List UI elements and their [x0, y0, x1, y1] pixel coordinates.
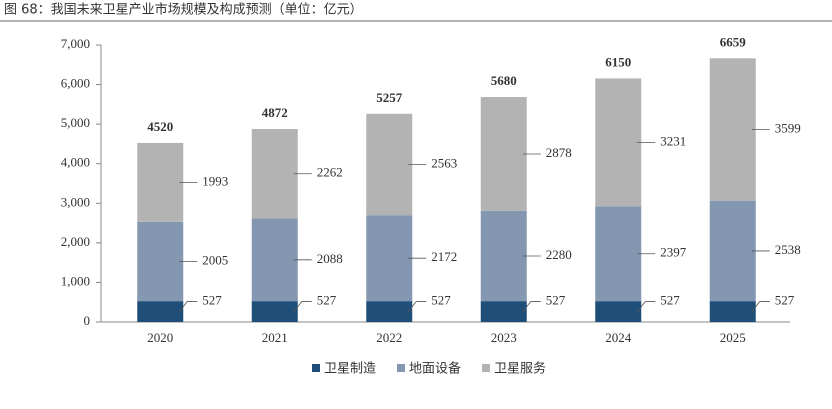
legend-swatch: [397, 364, 405, 372]
legend-swatch: [482, 364, 490, 372]
label-leader: [522, 301, 541, 312]
value-label: 3599: [775, 120, 801, 135]
value-label: 2005: [202, 252, 228, 267]
total-label: 4872: [262, 105, 288, 120]
bar-segment: [251, 129, 298, 219]
x-tick-label: 2024: [605, 330, 632, 345]
value-label: 2878: [546, 145, 572, 160]
value-label: 2538: [775, 242, 801, 257]
value-label: 3231: [660, 133, 686, 148]
total-label: 6150: [605, 54, 631, 69]
legend-swatch: [312, 364, 320, 372]
total-label: 5680: [491, 73, 517, 88]
bar-segment: [366, 301, 413, 322]
value-label: 527: [317, 293, 337, 308]
value-label: 527: [660, 293, 680, 308]
bar-segment: [480, 210, 527, 302]
total-label: 5257: [376, 90, 403, 105]
value-label: 527: [431, 293, 451, 308]
y-tick-label: 4,000: [61, 155, 90, 170]
value-label: 2280: [546, 247, 572, 262]
legend-label: 卫星制造: [324, 362, 376, 377]
bar-segment: [251, 218, 298, 302]
bar-segment: [137, 221, 184, 302]
x-tick-label: 2023: [491, 330, 517, 345]
y-tick-label: 7,000: [61, 36, 90, 51]
bar-segment: [480, 301, 527, 322]
value-label: 527: [202, 293, 222, 308]
value-label: 2088: [317, 251, 343, 266]
value-label: 2262: [317, 165, 343, 180]
label-leader: [407, 301, 427, 312]
value-label: 2397: [660, 245, 687, 260]
label-leader: [751, 301, 770, 312]
value-label: 2563: [431, 155, 457, 170]
label-leader: [178, 301, 198, 312]
y-tick-label: 5,000: [61, 115, 90, 130]
label-leader: [293, 301, 312, 312]
total-label: 4520: [147, 119, 173, 134]
bar-segment: [595, 78, 642, 207]
y-tick-label: 6,000: [61, 76, 90, 91]
total-label: 6659: [720, 34, 747, 49]
bar-segment: [366, 113, 413, 216]
x-tick-label: 2020: [147, 330, 173, 345]
legend-label: 地面设备: [409, 361, 461, 377]
value-label: 2172: [431, 249, 457, 264]
chart-title: 图 68：我国未来卫星产业市场规模及构成预测（单位：亿元）: [4, 2, 363, 18]
bar-segment: [137, 301, 184, 322]
value-label: 1993: [202, 173, 228, 188]
value-label: 527: [546, 293, 566, 308]
bar-segment: [251, 301, 298, 322]
bar-segment: [709, 58, 756, 201]
label-leader: [636, 301, 656, 312]
bar-segment: [137, 142, 184, 222]
y-tick-label: 2,000: [61, 234, 90, 249]
y-tick-label: 1,000: [61, 273, 90, 288]
y-tick-label: 3,000: [61, 194, 90, 209]
bar-segment: [480, 97, 527, 211]
bar-segment: [709, 301, 756, 322]
bar-segment: [595, 301, 642, 322]
x-tick-label: 2022: [376, 330, 402, 345]
value-label: 527: [775, 293, 795, 308]
bar-segment: [595, 206, 642, 302]
legend-label: 卫星服务: [494, 361, 546, 377]
y-tick-label: 0: [84, 313, 91, 328]
x-tick-label: 2021: [262, 330, 288, 345]
bar-segment: [709, 200, 756, 302]
x-tick-label: 2025: [720, 330, 746, 345]
bar-segment: [366, 215, 413, 302]
